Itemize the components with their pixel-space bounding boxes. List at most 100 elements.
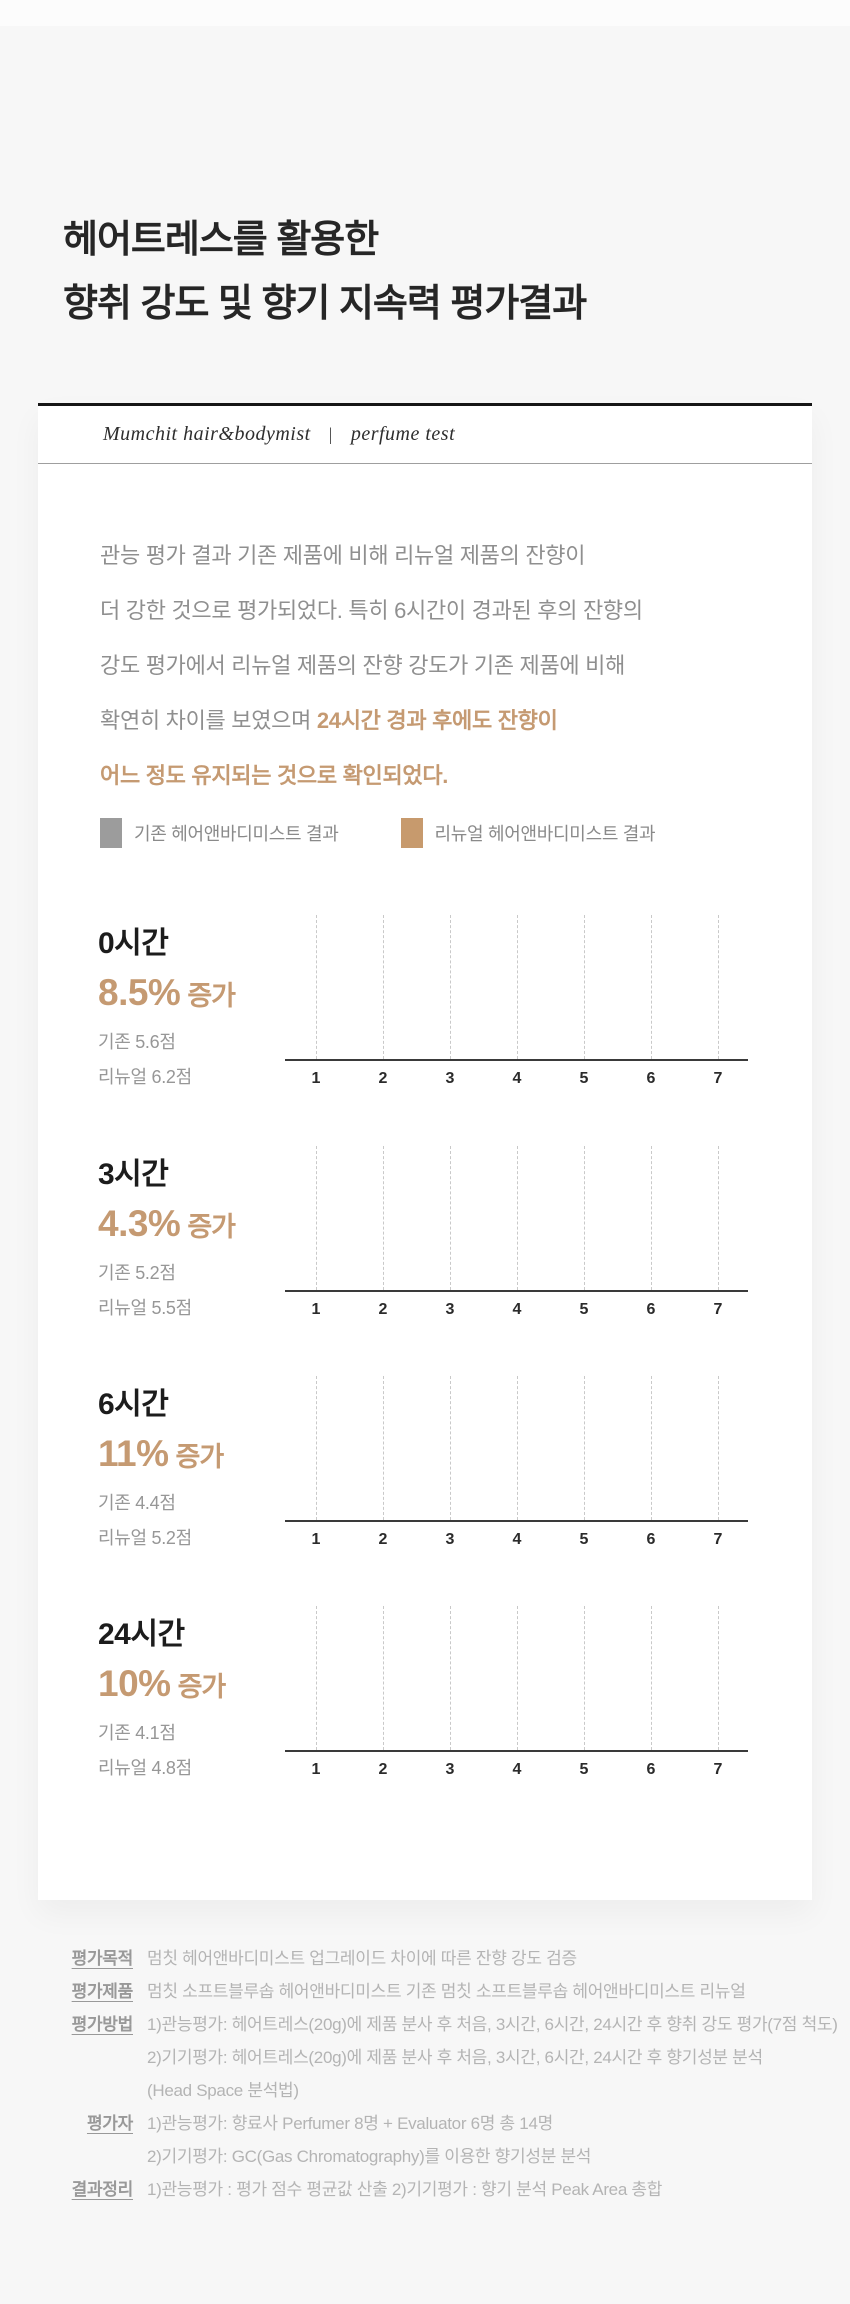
gridline	[718, 1376, 719, 1520]
chart-3h-increase-word: 증가	[187, 1212, 236, 1242]
chart-6h-percent: 11%	[98, 1433, 169, 1474]
gridline	[450, 1146, 451, 1290]
chart-0h-increase-word: 증가	[187, 981, 236, 1011]
axis-tick: 3	[445, 1761, 455, 1778]
axis-tick: 6	[646, 1301, 656, 1318]
spec-row-result-summary: 결과정리 1)관능평가 : 평가 점수 평균값 산출 2)기기평가 : 향기 분…	[0, 2173, 850, 2206]
chart-0h-increase-line: 8.5% 증가	[98, 972, 236, 1014]
chart-24h-renewal-score: 리뉴얼 4.8점	[98, 1758, 192, 1778]
summary-line-4-normal: 확연히 차이를 보였으며	[100, 708, 317, 733]
axis-tick: 4	[512, 1301, 522, 1318]
summary-line-4: 확연히 차이를 보였으며 24시간 경과 후에도 잔향이	[100, 693, 643, 748]
chart-0h-time: 0시간	[98, 927, 169, 960]
spec-value-line: 2)기기평가: 헤어트레스(20g)에 제품 분사 후 처음, 3시간, 6시간…	[147, 2048, 763, 2067]
gridline	[718, 1606, 719, 1750]
chart-3h-percent: 4.3%	[98, 1203, 181, 1244]
chart-24h-existing-score: 기존 4.1점	[98, 1723, 176, 1743]
chart-legend: 기존 헤어앤바디미스트 결과 리뉴얼 헤어앤바디미스트 결과	[100, 818, 656, 848]
spec-row-evaluators: 평가자 1)관능평가: 향료사 Perfumer 8명 + Evaluator …	[0, 2107, 850, 2173]
spec-label-products: 평가제품	[71, 1982, 134, 2001]
chart-0h-labels: 0시간 8.5% 증가 기존 5.6점 리뉴얼 6.2점	[98, 918, 236, 1089]
gridline	[651, 1376, 652, 1520]
chart-3h-existing-score: 기존 5.2점	[98, 1263, 176, 1283]
spec-value-line: 1)관능평가: 향료사 Perfumer 8명 + Evaluator 6명 총…	[147, 2114, 553, 2133]
chart-0h-plot-area	[285, 915, 748, 1061]
gridline	[517, 1376, 518, 1520]
chart-3h-renewal-score: 리뉴얼 5.5점	[98, 1298, 192, 1318]
page-title-line2: 향취 강도 및 향기 지속력 평가결과	[63, 283, 587, 325]
axis-tick: 5	[579, 1531, 589, 1548]
summary-line-4-highlight: 24시간 경과 후에도 잔향이	[316, 708, 558, 733]
axis-tick: 6	[646, 1761, 656, 1778]
gridline	[584, 1376, 585, 1520]
chart-6h-axis-ticks: 1 2 3 4 5 6 7	[285, 1531, 748, 1551]
axis-tick: 2	[378, 1301, 388, 1318]
gridline	[450, 1376, 451, 1520]
chart-6h-labels: 6시간 11% 증가 기존 4.4점 리뉴얼 5.2점	[98, 1379, 224, 1550]
legend-item-existing: 기존 헤어앤바디미스트 결과	[100, 818, 339, 848]
axis-tick: 1	[311, 1531, 321, 1548]
chart-0h-existing-score: 기존 5.6점	[98, 1032, 176, 1052]
chart-row-0h: 0시간 8.5% 증가 기존 5.6점 리뉴얼 6.2점 1 2 3 4 5	[38, 915, 812, 1098]
legend-swatch-gray	[100, 818, 122, 848]
summary-line-5-highlight: 어느 정도 유지되는 것으로 확인되었다.	[100, 763, 449, 788]
gridline	[718, 1146, 719, 1290]
axis-tick: 4	[512, 1531, 522, 1548]
chart-0h-axis-ticks: 1 2 3 4 5 6 7	[285, 1070, 748, 1090]
gridline	[651, 1146, 652, 1290]
axis-tick: 3	[445, 1301, 455, 1318]
legend-item-renewal: 리뉴얼 헤어앤바디미스트 결과	[400, 818, 656, 848]
brand-name: Mumchit hair&bodymist	[103, 423, 311, 445]
spec-value-line: 멈칫 헤어앤바디미스트 업그레이드 차이에 따른 잔향 강도 검증	[147, 1949, 577, 1968]
gridline	[584, 1146, 585, 1290]
spec-label-purpose: 평가목적	[71, 1949, 134, 1968]
spec-value-method: 1)관능평가: 헤어트레스(20g)에 제품 분사 후 처음, 3시간, 6시간…	[147, 2008, 838, 2107]
axis-tick: 4	[512, 1070, 522, 1087]
axis-tick: 2	[378, 1761, 388, 1778]
axis-tick: 1	[311, 1070, 321, 1087]
chart-6h-renewal-score: 리뉴얼 5.2점	[98, 1528, 192, 1548]
axis-tick: 2	[378, 1070, 388, 1087]
chart-3h-plot-area	[285, 1146, 748, 1292]
spec-value-purpose: 멈칫 헤어앤바디미스트 업그레이드 차이에 따른 잔향 강도 검증	[147, 1942, 577, 1975]
axis-tick: 5	[579, 1761, 589, 1778]
chart-24h-increase-word: 증가	[177, 1672, 227, 1702]
axis-tick: 7	[713, 1531, 723, 1548]
card-header: Mumchit hair&bodymist | perfume test	[38, 406, 812, 464]
chart-24h-axis-ticks: 1 2 3 4 5 6 7	[285, 1761, 748, 1781]
header-divider: |	[328, 424, 333, 444]
legend-swatch-tan	[400, 818, 423, 848]
spec-value-line: (Head Space 분석법)	[147, 2081, 299, 2100]
gridline	[450, 1606, 451, 1750]
gridline	[651, 915, 652, 1059]
gridline	[450, 915, 451, 1059]
axis-tick: 3	[445, 1531, 455, 1548]
chart-24h-plot-area	[285, 1606, 748, 1752]
result-summary-paragraph: 관능 평가 결과 기존 제품에 비해 리뉴얼 제품의 잔향이 더 강한 것으로 …	[100, 528, 643, 803]
chart-24h-percent: 10%	[98, 1663, 171, 1704]
gridline	[316, 1146, 317, 1290]
chart-6h-plot-area	[285, 1376, 748, 1522]
chart-6h-increase-line: 11% 증가	[98, 1433, 224, 1475]
axis-tick: 3	[445, 1070, 455, 1087]
spec-label-result-summary: 결과정리	[71, 2180, 134, 2199]
spec-row-products: 평가제품 멈칫 소프트블루솝 헤어앤바디미스트 기존 멈칫 소프트블루솝 헤어앤…	[0, 1975, 850, 2008]
evaluation-spec-list: 평가목적 멈칫 헤어앤바디미스트 업그레이드 차이에 따른 잔향 강도 검증 평…	[0, 1942, 850, 2206]
chart-6h-existing-score: 기존 4.4점	[98, 1493, 176, 1513]
gridline	[584, 915, 585, 1059]
gridline	[517, 1146, 518, 1290]
test-label: perfume test	[350, 423, 456, 445]
chart-3h-axis-ticks: 1 2 3 4 5 6 7	[285, 1301, 748, 1321]
gridline	[316, 1606, 317, 1750]
legend-label-existing: 기존 헤어앤바디미스트 결과	[134, 824, 339, 844]
page-title-line1: 헤어트레스를 활용한	[63, 219, 379, 261]
gridline	[383, 1606, 384, 1750]
chart-3h-labels: 3시간 4.3% 증가 기존 5.2점 리뉴얼 5.5점	[98, 1149, 236, 1320]
gridline	[517, 915, 518, 1059]
spec-value-line: 1)관능평가: 헤어트레스(20g)에 제품 분사 후 처음, 3시간, 6시간…	[147, 2015, 838, 2034]
spec-label-evaluators: 평가자	[86, 2114, 133, 2133]
gridline	[584, 1606, 585, 1750]
page-title: 헤어트레스를 활용한 향취 강도 및 향기 지속력 평가결과	[63, 208, 587, 336]
spec-value-result-summary: 1)관능평가 : 평가 점수 평균값 산출 2)기기평가 : 향기 분석 Pea…	[147, 2173, 662, 2206]
